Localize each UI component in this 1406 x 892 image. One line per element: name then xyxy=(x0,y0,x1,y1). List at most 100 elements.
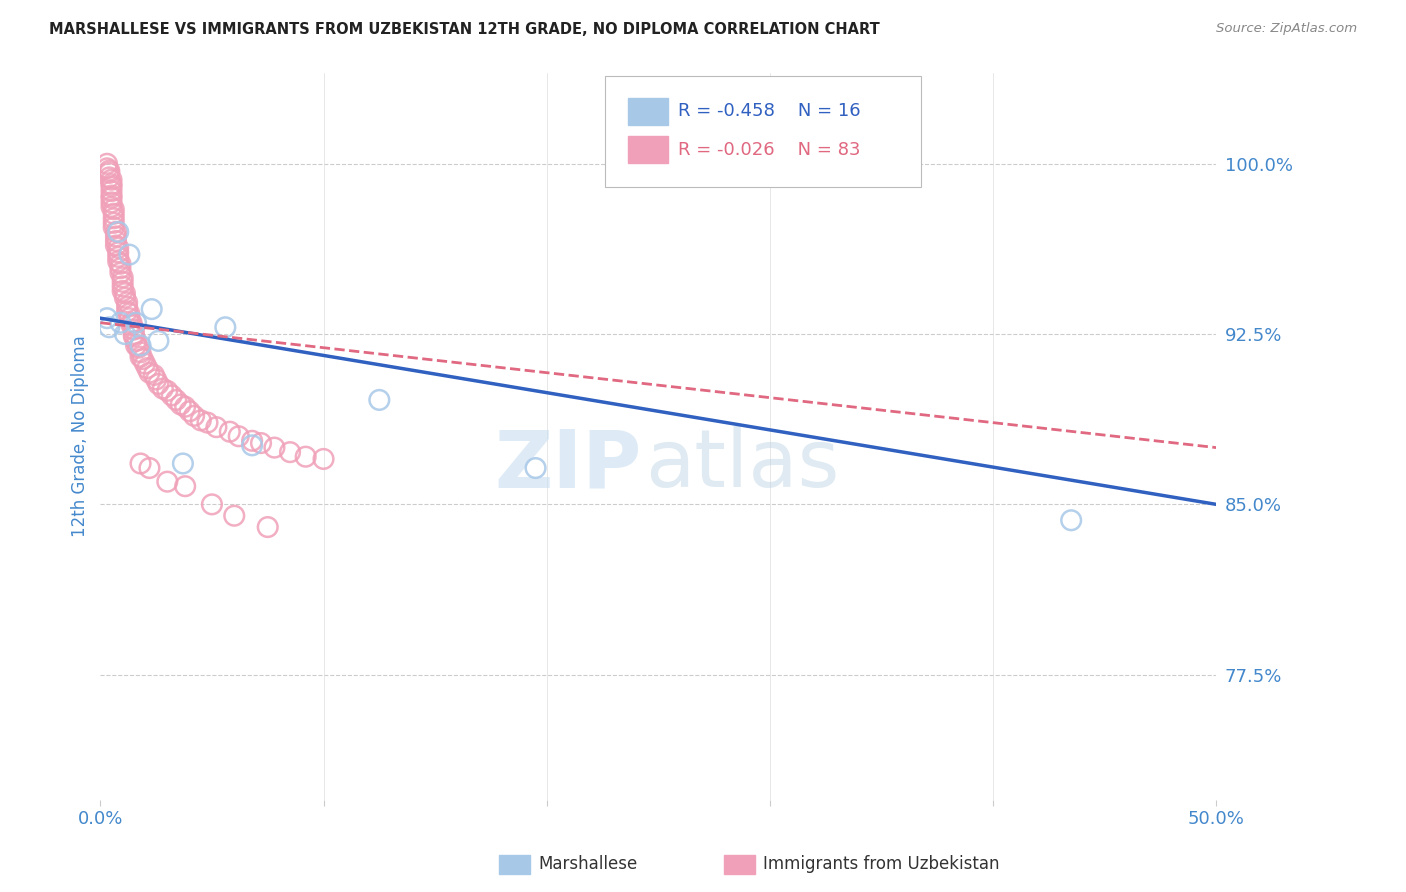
Point xyxy=(256,520,278,534)
Point xyxy=(129,457,152,471)
Point xyxy=(170,397,193,411)
Point xyxy=(129,345,152,359)
Point xyxy=(103,211,125,226)
Text: Source: ZipAtlas.com: Source: ZipAtlas.com xyxy=(1216,22,1357,36)
Point xyxy=(122,322,145,336)
Point xyxy=(122,329,145,343)
Point xyxy=(218,425,240,439)
Point xyxy=(156,384,179,398)
Text: Marshallese: Marshallese xyxy=(538,855,638,873)
Point xyxy=(103,220,125,235)
Point xyxy=(142,368,165,382)
Text: R = -0.026    N = 83: R = -0.026 N = 83 xyxy=(678,141,860,159)
Point xyxy=(240,438,263,452)
Point xyxy=(228,429,250,443)
Point xyxy=(205,420,228,434)
Point xyxy=(110,261,132,276)
Point xyxy=(121,318,143,332)
Point xyxy=(110,316,132,330)
Point xyxy=(127,341,149,355)
Point xyxy=(100,200,122,214)
Point xyxy=(98,163,121,178)
Point xyxy=(110,266,132,280)
Point xyxy=(136,361,159,376)
Text: MARSHALLESE VS IMMIGRANTS FROM UZBEKISTAN 12TH GRADE, NO DIPLOMA CORRELATION CHA: MARSHALLESE VS IMMIGRANTS FROM UZBEKISTA… xyxy=(49,22,880,37)
Point xyxy=(1060,513,1083,527)
Point xyxy=(214,320,236,334)
Text: ZIP: ZIP xyxy=(495,426,641,504)
Point xyxy=(118,307,141,321)
Point xyxy=(141,302,163,317)
Text: Immigrants from Uzbekistan: Immigrants from Uzbekistan xyxy=(763,855,1000,873)
Point xyxy=(96,161,118,176)
Point xyxy=(100,179,122,194)
Point xyxy=(138,366,160,380)
Point xyxy=(100,191,122,205)
Point xyxy=(224,508,246,523)
Point xyxy=(201,497,224,511)
Point xyxy=(100,184,122,198)
Point xyxy=(129,338,152,352)
Text: atlas: atlas xyxy=(645,426,839,504)
Point xyxy=(100,195,122,210)
Point xyxy=(98,320,121,334)
Point xyxy=(103,216,125,230)
Point xyxy=(125,338,148,352)
Point xyxy=(111,279,134,293)
Point xyxy=(110,257,132,271)
Point xyxy=(107,245,129,260)
Point xyxy=(100,172,122,186)
Point xyxy=(98,166,121,180)
Point xyxy=(524,461,547,475)
Point xyxy=(134,357,156,371)
Point xyxy=(121,316,143,330)
Point xyxy=(111,270,134,285)
Point xyxy=(190,413,212,427)
Text: R = -0.458    N = 16: R = -0.458 N = 16 xyxy=(678,103,860,120)
Point xyxy=(115,300,138,314)
Point xyxy=(138,461,160,475)
Point xyxy=(122,327,145,342)
Point xyxy=(111,275,134,289)
Point xyxy=(172,457,194,471)
Point xyxy=(107,241,129,255)
Point xyxy=(250,436,273,450)
Point xyxy=(312,452,335,467)
Point xyxy=(104,238,127,252)
Point xyxy=(174,479,197,493)
Point xyxy=(148,334,170,348)
Point xyxy=(118,311,141,326)
Point xyxy=(129,350,152,364)
Point xyxy=(152,382,174,396)
Point xyxy=(111,284,134,298)
Point xyxy=(174,400,197,414)
Point xyxy=(118,247,141,261)
Point xyxy=(132,352,155,367)
Point xyxy=(125,316,148,330)
Y-axis label: 12th Grade, No Diploma: 12th Grade, No Diploma xyxy=(72,335,89,537)
Point xyxy=(115,295,138,310)
Point xyxy=(294,450,316,464)
Point xyxy=(107,250,129,264)
Point xyxy=(160,388,183,402)
Point xyxy=(263,441,285,455)
Point xyxy=(107,225,129,239)
Point xyxy=(96,157,118,171)
Point xyxy=(104,225,127,239)
Point xyxy=(148,377,170,392)
Point xyxy=(145,372,167,386)
Point xyxy=(368,392,391,407)
Point xyxy=(278,445,301,459)
Point xyxy=(96,311,118,326)
Point xyxy=(197,416,219,430)
Point xyxy=(156,475,179,489)
Point xyxy=(240,434,263,448)
Point xyxy=(125,334,148,348)
Point xyxy=(100,188,122,202)
Point xyxy=(114,286,136,301)
Point xyxy=(104,234,127,248)
Point xyxy=(103,207,125,221)
Point xyxy=(98,170,121,185)
Point xyxy=(115,304,138,318)
Point xyxy=(165,392,187,407)
